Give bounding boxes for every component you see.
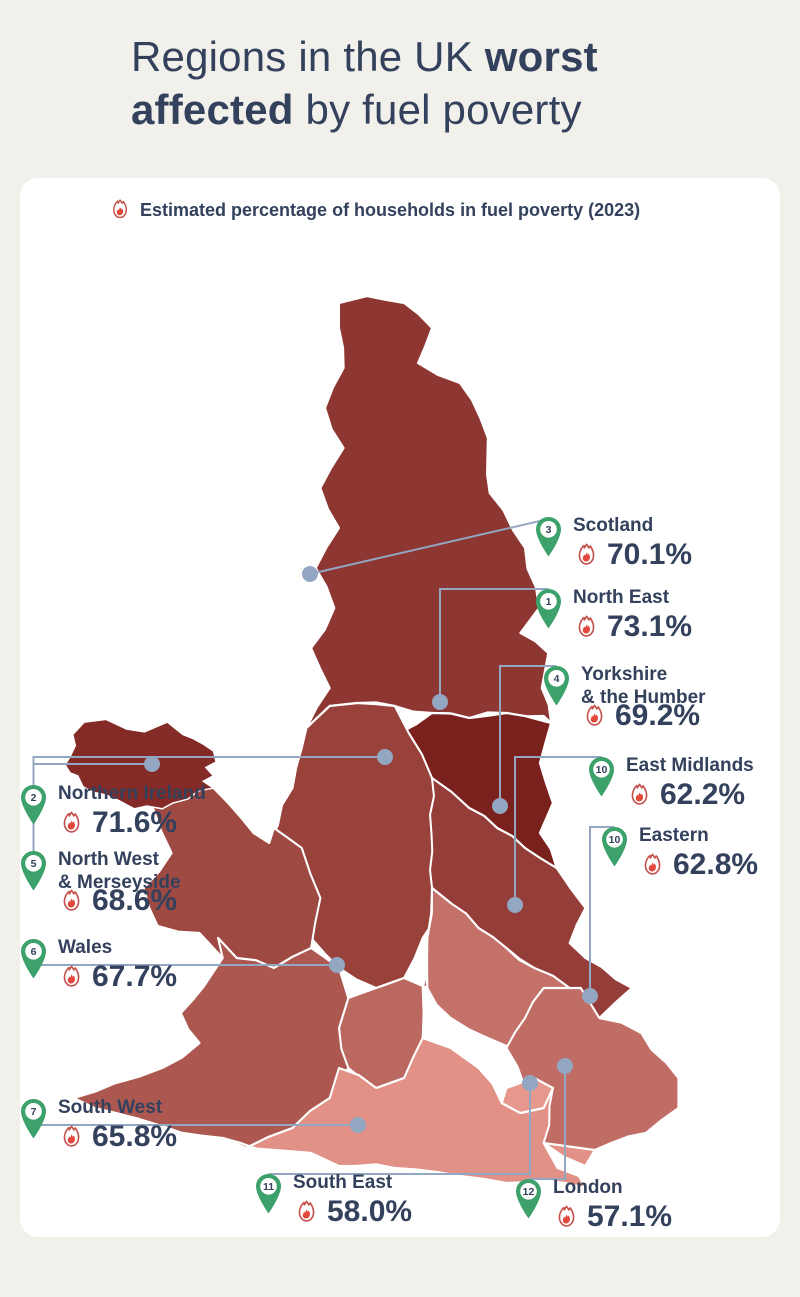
svg-text:10: 10 xyxy=(596,764,608,776)
svg-text:4: 4 xyxy=(554,673,560,685)
svg-text:12: 12 xyxy=(523,1186,535,1198)
svg-text:5: 5 xyxy=(31,858,37,870)
svg-text:2: 2 xyxy=(31,792,37,804)
svg-text:7: 7 xyxy=(31,1106,37,1118)
svg-text:6: 6 xyxy=(31,946,37,958)
svg-text:1: 1 xyxy=(546,596,552,608)
svg-text:11: 11 xyxy=(263,1181,274,1193)
svg-text:10: 10 xyxy=(609,834,621,846)
svg-text:3: 3 xyxy=(546,524,552,536)
